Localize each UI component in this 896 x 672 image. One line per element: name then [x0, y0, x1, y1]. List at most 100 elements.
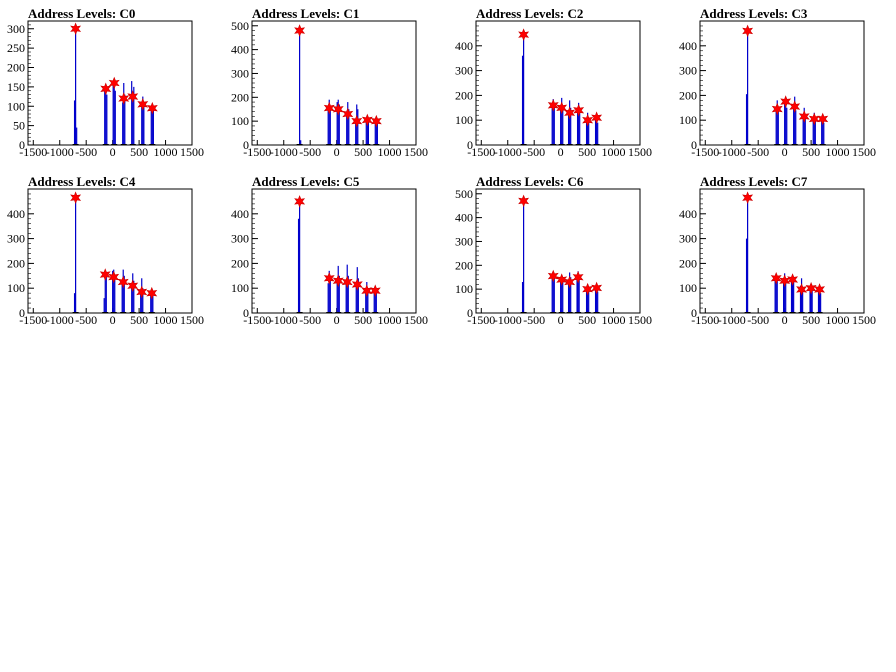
chart-panel-c7: Address Levels: C7 0 100 200 300 400 -1500-100…	[679, 174, 876, 327]
y-tick-label: 300	[7, 22, 25, 36]
peak-marker	[146, 286, 158, 300]
chart-title: Address Levels: C5	[252, 174, 360, 189]
peak-marker	[127, 279, 139, 293]
peak-marker	[342, 107, 354, 121]
y-tick-label: 100	[7, 99, 25, 113]
y-tick-label: 200	[231, 90, 249, 104]
peak-marker	[798, 110, 810, 123]
y-tick-label: 100	[231, 114, 249, 128]
y-tick-label: 200	[231, 256, 249, 270]
x-tick-label: 500	[130, 313, 148, 327]
peak-marker	[70, 191, 82, 204]
x-tick-label: 0	[110, 313, 116, 327]
peak-marker	[323, 101, 335, 115]
x-tick-label: -1000	[718, 145, 746, 159]
x-tick-label: -1000	[46, 145, 74, 159]
peak-marker	[814, 283, 826, 296]
plot-frame	[251, 20, 417, 146]
y-tick-label: 300	[7, 232, 25, 246]
y-tick-label: 0	[243, 138, 249, 152]
y-tick-label: 0	[467, 306, 473, 320]
x-tick-label: 0	[110, 145, 116, 159]
y-tick-label: 200	[7, 61, 25, 75]
x-tick-label: 1000	[602, 145, 626, 159]
x-tick-label: 500	[802, 145, 820, 159]
plot-frame	[27, 20, 193, 146]
y-tick-label: 0	[19, 306, 25, 320]
peak-marker	[547, 99, 559, 112]
peak-marker	[582, 282, 594, 296]
x-tick-label: 1500	[628, 145, 652, 159]
x-tick-label: -1500	[243, 145, 271, 159]
peak-marker	[70, 22, 82, 36]
peak-marker	[341, 275, 353, 289]
x-tick-label: -1500	[467, 145, 495, 159]
y-tick-label: 300	[231, 66, 249, 80]
peak-marker	[564, 106, 576, 120]
y-tick-label: 0	[243, 306, 249, 320]
y-tick-label: 300	[455, 64, 473, 78]
peak-marker	[332, 102, 344, 116]
chart-panel-c2: Address Levels: C2 0 100 200 300 400 -1500-100…	[455, 6, 652, 159]
x-tick-label: 1000	[378, 313, 402, 327]
y-tick-label: 400	[455, 39, 473, 53]
x-tick-label: -500	[299, 145, 321, 159]
chart-panel-c1: Address Levels: C1 0 100 200 300 400 500 -1500 -…	[231, 6, 428, 159]
x-tick-label: -1500	[691, 145, 719, 159]
peak-marker	[351, 114, 363, 128]
y-tick-label: 200	[455, 88, 473, 102]
plot-frame	[251, 188, 417, 314]
y-tick-label: 100	[231, 281, 249, 295]
peak-marker	[787, 273, 799, 286]
peak-marker	[118, 92, 130, 105]
chart-panel-c5: Address Levels: C5 0 100 200 300 400 -1500-100…	[231, 174, 428, 327]
plot-frame	[699, 188, 865, 314]
peak-marker	[100, 82, 112, 96]
peak-marker	[323, 271, 335, 285]
x-tick-label: 500	[130, 145, 148, 159]
y-tick-label: 400	[231, 207, 249, 221]
x-tick-label: -1000	[718, 313, 746, 327]
chart-panel-c3: Address Levels: C3 0 100 200 300 400 -1500-100…	[679, 6, 876, 159]
x-tick-label: 0	[334, 145, 340, 159]
x-tick-label: -1500	[691, 313, 719, 327]
x-tick-label: 500	[354, 145, 372, 159]
peak-marker	[771, 102, 783, 116]
x-tick-label: -500	[299, 313, 321, 327]
y-tick-label: 100	[7, 281, 25, 295]
peak-marker	[582, 113, 594, 127]
x-tick-label: -500	[75, 313, 97, 327]
peak-marker	[547, 269, 559, 283]
y-tick-label: 200	[679, 256, 697, 270]
x-tick-label: 1000	[826, 145, 850, 159]
peak-marker	[294, 24, 306, 37]
peak-marker	[742, 24, 754, 38]
x-tick-label: -1000	[270, 313, 298, 327]
peak-marker	[137, 98, 149, 111]
peak-marker	[518, 194, 530, 208]
peak-marker	[351, 278, 363, 291]
x-tick-label: -1000	[494, 145, 522, 159]
peak-marker	[127, 90, 139, 103]
y-tick-label: 100	[455, 113, 473, 127]
peak-marker	[742, 191, 754, 204]
y-tick-label: 200	[679, 88, 697, 102]
y-tick-label: 400	[231, 43, 249, 57]
x-tick-label: -500	[75, 145, 97, 159]
y-tick-label: 100	[679, 113, 697, 127]
x-tick-label: 1500	[180, 145, 204, 159]
y-tick-label: 300	[679, 232, 697, 246]
y-tick-label: 0	[691, 138, 697, 152]
y-tick-label: 500	[231, 19, 249, 33]
chart-title: Address Levels: C1	[252, 6, 359, 21]
peak-marker	[518, 28, 530, 41]
y-tick-label: 200	[7, 256, 25, 270]
peak-marker	[808, 112, 820, 126]
x-tick-label: -500	[523, 313, 545, 327]
x-tick-label: 0	[782, 313, 788, 327]
x-tick-label: 0	[558, 145, 564, 159]
peak-marker	[805, 281, 817, 295]
peak-marker	[370, 114, 382, 128]
x-tick-label: 1000	[602, 313, 626, 327]
